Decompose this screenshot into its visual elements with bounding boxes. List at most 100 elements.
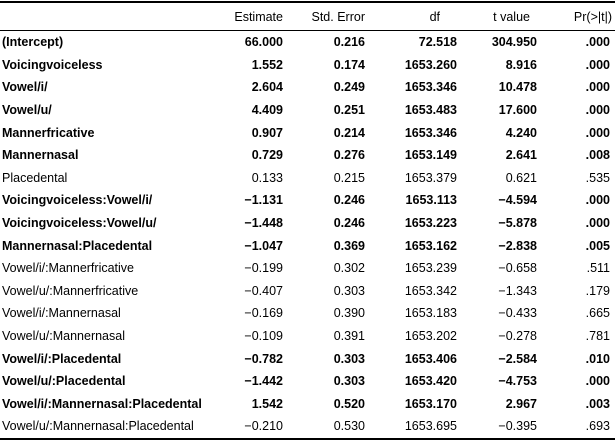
df-value: 1653.239 bbox=[404, 261, 457, 276]
term-label: Voicingvoiceless bbox=[2, 57, 103, 72]
table-row: Voicingvoiceless:Vowel/u/ −1.448 0.246 1… bbox=[0, 212, 615, 235]
t-value: −4.594 bbox=[498, 193, 537, 208]
df-value: 1653.202 bbox=[404, 329, 457, 344]
term-label: Mannernasal:Placedental bbox=[2, 238, 153, 253]
estimate-value: 0.907 bbox=[251, 125, 283, 140]
t-value: −0.395 bbox=[498, 419, 537, 434]
t-value: 4.240 bbox=[505, 125, 537, 140]
std-error-value: 0.520 bbox=[333, 396, 365, 411]
term-label: Vowel/u/:Mannerfricative bbox=[2, 283, 139, 298]
term-label: Mannernasal bbox=[2, 148, 79, 163]
p-value: .693 bbox=[585, 419, 610, 434]
term-label: Placedental bbox=[2, 170, 68, 185]
table-row: Placedental 0.133 0.215 1653.379 0.621 .… bbox=[0, 167, 615, 190]
t-value: 2.967 bbox=[505, 396, 537, 411]
p-value: .000 bbox=[585, 125, 610, 140]
t-value: −0.658 bbox=[498, 261, 537, 276]
std-error-value: 0.303 bbox=[333, 374, 365, 389]
estimate-value: 1.552 bbox=[251, 57, 283, 72]
std-error-value: 0.390 bbox=[333, 306, 365, 321]
p-value: .010 bbox=[585, 351, 610, 366]
t-value: −1.343 bbox=[498, 283, 537, 298]
term-label: Vowel/u/ bbox=[2, 103, 52, 118]
term-label: Mannerfricative bbox=[2, 125, 95, 140]
p-value: .000 bbox=[585, 103, 610, 118]
p-value: .008 bbox=[585, 148, 610, 163]
df-value: 1653.260 bbox=[404, 57, 457, 72]
estimate-value: −1.047 bbox=[244, 238, 283, 253]
table-row: Vowel/i/:Mannerfricative −0.199 0.302 16… bbox=[0, 257, 615, 280]
df-value: 1653.695 bbox=[404, 419, 457, 434]
col-header-t-value: t value bbox=[462, 2, 542, 31]
table-row: Vowel/u/:Mannernasal −0.109 0.391 1653.2… bbox=[0, 325, 615, 348]
p-value: .000 bbox=[585, 193, 610, 208]
df-value: 1653.346 bbox=[404, 125, 457, 140]
table-row: Vowel/i/:Mannernasal −0.169 0.390 1653.1… bbox=[0, 302, 615, 325]
t-value: 0.621 bbox=[505, 170, 537, 185]
estimate-value: −0.199 bbox=[244, 261, 283, 276]
std-error-value: 0.303 bbox=[333, 283, 365, 298]
std-error-value: 0.246 bbox=[333, 216, 365, 231]
estimate-value: −1.131 bbox=[244, 193, 283, 208]
std-error-value: 0.215 bbox=[333, 170, 365, 185]
t-value: −4.753 bbox=[498, 374, 537, 389]
t-value: −5.878 bbox=[498, 216, 537, 231]
t-value: 17.600 bbox=[498, 103, 537, 118]
df-value: 72.518 bbox=[418, 35, 457, 50]
term-label: Vowel/u/:Placedental bbox=[2, 374, 126, 389]
term-label: Voicingvoiceless:Vowel/i/ bbox=[2, 193, 153, 208]
estimate-value: −0.169 bbox=[244, 306, 283, 321]
df-value: 1653.162 bbox=[404, 238, 457, 253]
term-label: Vowel/i/ bbox=[2, 80, 48, 95]
df-value: 1653.170 bbox=[404, 396, 457, 411]
table-row: (Intercept) 66.000 0.216 72.518 304.950 … bbox=[0, 31, 615, 54]
table-row: Mannernasal 0.729 0.276 1653.149 2.641 .… bbox=[0, 144, 615, 167]
table-row: Vowel/u/:Mannernasal:Placedental −0.210 … bbox=[0, 415, 615, 439]
estimate-value: −0.109 bbox=[244, 329, 283, 344]
p-value: .000 bbox=[585, 216, 610, 231]
table-row: Vowel/i/:Placedental −0.782 0.303 1653.4… bbox=[0, 347, 615, 370]
std-error-value: 0.302 bbox=[333, 261, 365, 276]
estimate-value: −1.442 bbox=[244, 374, 283, 389]
estimate-value: 1.542 bbox=[251, 396, 283, 411]
estimate-value: −0.210 bbox=[244, 419, 283, 434]
term-label: Vowel/i/:Mannerfricative bbox=[2, 261, 135, 276]
t-value: −0.433 bbox=[498, 306, 537, 321]
std-error-value: 0.530 bbox=[333, 419, 365, 434]
term-label: Vowel/i/:Placedental bbox=[2, 351, 122, 366]
col-header-term bbox=[0, 2, 232, 31]
df-value: 1653.149 bbox=[404, 148, 457, 163]
p-value: .781 bbox=[585, 329, 610, 344]
p-value: .179 bbox=[585, 283, 610, 298]
estimate-value: 66.000 bbox=[244, 35, 283, 50]
df-value: 1653.342 bbox=[404, 283, 457, 298]
table-row: Mannernasal:Placedental −1.047 0.369 165… bbox=[0, 234, 615, 257]
table-row: Vowel/i/ 2.604 0.249 1653.346 10.478 .00… bbox=[0, 76, 615, 99]
table-row: Vowel/i/:Mannernasal:Placedental 1.542 0… bbox=[0, 393, 615, 416]
df-value: 1653.420 bbox=[404, 374, 457, 389]
t-value: 2.641 bbox=[505, 148, 537, 163]
term-label: Vowel/i/:Mannernasal:Placedental bbox=[2, 396, 202, 411]
p-value: .000 bbox=[585, 35, 610, 50]
df-value: 1653.113 bbox=[405, 193, 457, 208]
std-error-value: 0.251 bbox=[333, 103, 365, 118]
header-row: Estimate Std. Error df t value Pr(>|t|) bbox=[0, 2, 615, 31]
table-row: Vowel/u/ 4.409 0.251 1653.483 17.600 .00… bbox=[0, 99, 615, 122]
table-row: Mannerfricative 0.907 0.214 1653.346 4.2… bbox=[0, 121, 615, 144]
std-error-value: 0.216 bbox=[333, 35, 365, 50]
p-value: .511 bbox=[586, 261, 610, 276]
t-value: 8.916 bbox=[505, 57, 537, 72]
table-body: (Intercept) 66.000 0.216 72.518 304.950 … bbox=[0, 31, 615, 439]
estimate-value: 2.604 bbox=[251, 80, 283, 95]
p-value: .005 bbox=[585, 238, 610, 253]
term-label: Vowel/u/:Mannernasal bbox=[2, 329, 125, 344]
estimate-value: 4.409 bbox=[251, 103, 283, 118]
table-row: Voicingvoiceless:Vowel/i/ −1.131 0.246 1… bbox=[0, 189, 615, 212]
estimate-value: −0.407 bbox=[244, 283, 283, 298]
estimate-value: 0.133 bbox=[251, 170, 283, 185]
df-value: 1653.223 bbox=[404, 216, 457, 231]
p-value: .665 bbox=[585, 306, 610, 321]
p-value: .000 bbox=[585, 57, 610, 72]
